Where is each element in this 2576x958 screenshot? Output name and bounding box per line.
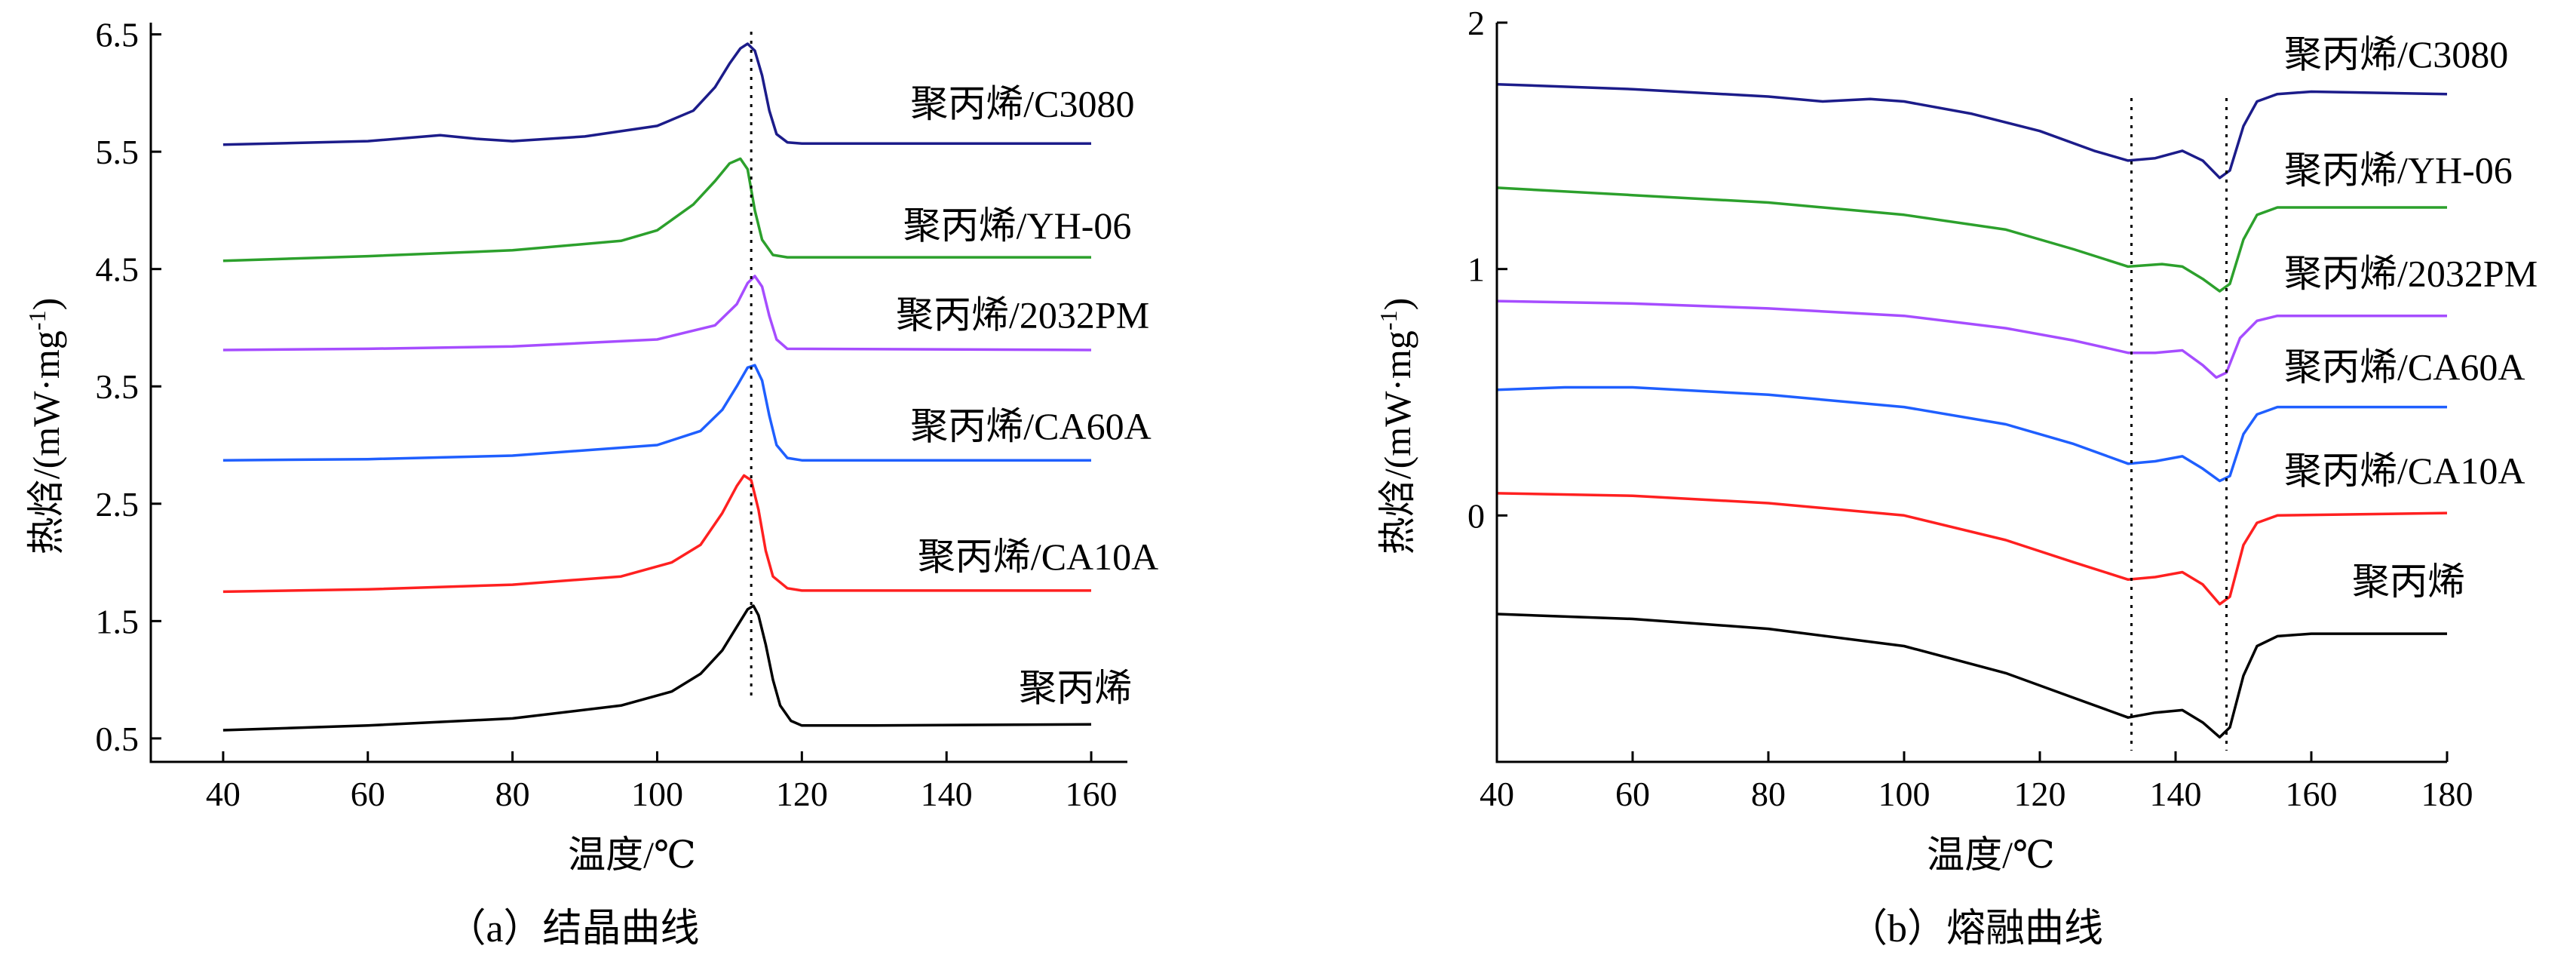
series-line-5 [1496,613,2447,739]
series-line-1 [1496,186,2447,293]
panel-b-x-axis-title: 温度/℃ [1927,834,2055,876]
series-label-5: 聚丙烯 [2352,560,2465,603]
panel-b-y-axis-title-sup: -1 [1375,310,1402,330]
series-line-4 [222,474,1091,594]
panel-b-y-axis-title-main: 热焓/(mW·mg [1376,330,1418,554]
panel-a-y-axis-title: 热焓/(mW·mg-1) [23,298,67,554]
panel-a-series-labels: 聚丙烯/C3080 聚丙烯/YH-06 聚丙烯/2032PM 聚丙烯/CA60A 聚丙烯… [896,82,1158,709]
x-tick-label: 100 [631,775,683,813]
panel-a-series-lines [222,42,1092,732]
series-label-2: 聚丙烯/2032PM [2284,253,2538,295]
x-tick-label: 140 [2150,775,2202,813]
series-line-1 [222,157,1091,263]
panel-a-axes-frame [149,23,1127,763]
x-tick-label: 80 [495,775,530,813]
x-tick-label: 60 [351,775,385,813]
x-tick-label: 60 [1615,775,1650,813]
series-line-2 [1496,299,2447,379]
y-tick-label: 1 [1467,250,1485,289]
panel-a-y-ticks: 0.5 1.5 2.5 3.5 4.5 5.5 6.5 [96,16,161,758]
series-line-3 [222,364,1091,462]
series-label-0: 聚丙烯/C3080 [2284,33,2508,75]
series-label-0: 聚丙烯/C3080 [910,82,1134,124]
x-tick-label: 120 [2014,775,2066,813]
series-line-4 [1496,492,2448,606]
y-tick-label: 6.5 [96,16,140,54]
y-tick-label: 0.5 [96,720,140,758]
panel-b-series-lines [1496,82,2448,739]
panel-b-y-axis-title-close: ) [1376,298,1418,311]
y-tick-label: 1.5 [96,602,140,640]
series-label-4: 聚丙烯/CA10A [2284,450,2525,492]
y-tick-label: 5.5 [96,133,140,171]
x-tick-label: 40 [1480,775,1514,813]
series-line-0 [222,42,1091,146]
panel-b-y-axis-title: 热焓/(mW·mg-1) [1375,298,1418,554]
y-tick-label: 0 [1467,496,1485,535]
panel-b-y-ticks: 0 1 2 [1467,4,1507,535]
x-tick-label: 160 [2286,775,2338,813]
series-line-0 [1496,82,2448,180]
panel-a-crystallization-chart: 聚丙烯/C3080 聚丙烯/YH-06 聚丙烯/2032PM 聚丙烯/CA60A 聚丙烯… [23,16,1158,950]
panel-b-axes-frame [1495,23,2447,763]
y-tick-label: 2 [1467,4,1485,42]
series-label-3: 聚丙烯/CA60A [910,405,1151,447]
y-tick-label: 4.5 [96,250,140,289]
x-tick-label: 120 [776,775,828,813]
panel-a-caption: （a）结晶曲线 [446,907,699,950]
series-label-2: 聚丙烯/2032PM [896,293,1149,336]
x-tick-label: 140 [921,775,973,813]
panel-a-x-ticks: 40 60 80 100 120 140 160 [206,751,1118,813]
panel-a-y-axis-title-sup: -1 [23,310,51,330]
series-line-2 [222,275,1092,352]
x-tick-label: 40 [206,775,241,813]
x-tick-label: 160 [1066,775,1118,813]
x-tick-label: 80 [1751,775,1786,813]
panel-a-x-axis-title: 温度/℃ [568,834,696,876]
series-label-1: 聚丙烯/YH-06 [2284,149,2513,191]
y-tick-label: 2.5 [96,485,140,524]
panel-a-y-axis-title-close: ) [25,298,67,311]
series-line-5 [222,604,1092,732]
series-label-1: 聚丙烯/YH-06 [903,204,1132,247]
panel-b-series-labels: 聚丙烯/C3080 聚丙烯/YH-06 聚丙烯/2032PM 聚丙烯/CA60A 聚丙烯… [2284,33,2538,603]
series-label-5: 聚丙烯 [1019,667,1132,709]
series-label-3: 聚丙烯/CA60A [2284,346,2525,388]
x-tick-label: 100 [1878,775,1930,813]
panel-a-y-axis-title-main: 热焓/(mW·mg [25,330,67,554]
panel-b-reference-lines [2130,98,2228,751]
y-tick-label: 3.5 [96,367,140,406]
panel-b-x-ticks: 40 60 80 100 120 140 160 180 [1480,751,2473,813]
panel-b-caption: （b）熔融曲线 [1848,907,2103,950]
series-line-3 [1496,385,2447,483]
panel-b-melting-chart: 聚丙烯/C3080 聚丙烯/YH-06 聚丙烯/2032PM 聚丙烯/CA60A 聚丙烯… [1375,4,2538,950]
x-tick-label: 180 [2421,775,2473,813]
series-label-4: 聚丙烯/CA10A [918,536,1158,578]
